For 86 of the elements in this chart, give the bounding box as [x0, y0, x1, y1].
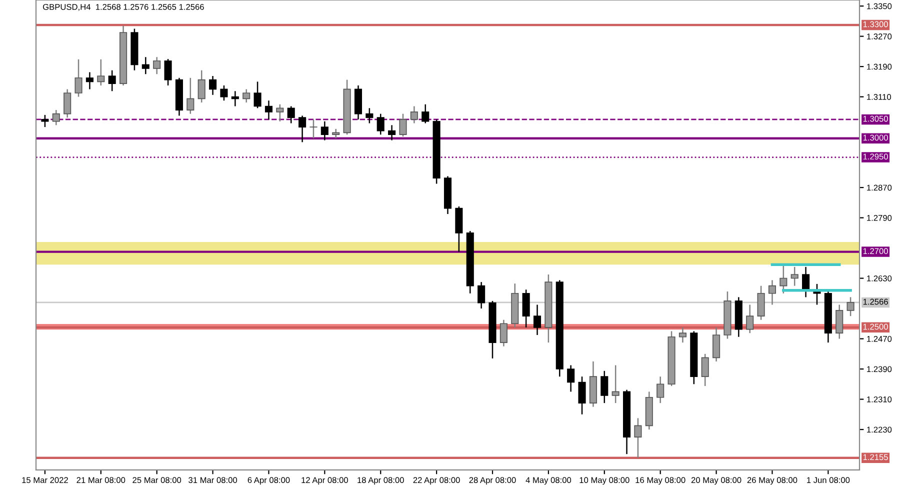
x-tick-label: 25 Mar 08:00	[132, 477, 182, 484]
candlestick	[108, 70, 116, 92]
ref-line-label: 1.2700	[863, 248, 888, 254]
candlestick	[802, 266, 810, 298]
x-tick-label: 20 May 08:00	[691, 477, 742, 485]
candlestick	[701, 353, 709, 387]
y-tick-label: 1.2630	[867, 275, 892, 282]
candlestick	[500, 319, 508, 347]
candlestick	[231, 90, 239, 107]
y-tick-label: 1.2310	[867, 396, 892, 402]
y-tick-label: 1.3270	[867, 33, 892, 40]
candlestick	[220, 84, 228, 102]
ref-line-label: 1.2566	[863, 298, 888, 305]
ref-line-label: 1.3000	[863, 134, 888, 141]
candlestick	[836, 304, 844, 340]
ref-line-label: 1.2155	[863, 454, 888, 460]
candlestick	[153, 56, 161, 75]
candlestick	[388, 124, 396, 141]
candlestick	[600, 370, 608, 404]
x-tick-label: 22 Apr 08:00	[413, 477, 460, 485]
candlestick	[746, 304, 754, 334]
candlestick	[656, 376, 664, 404]
x-tick-label: 12 Apr 08:00	[302, 477, 348, 485]
y-tick-label: 1.2470	[867, 336, 892, 342]
y-tick-label: 1.2390	[867, 366, 892, 372]
x-tick-label: 10 May 08:00	[580, 477, 630, 485]
candlestick	[533, 304, 542, 336]
ref-line-label: 1.3050	[863, 116, 888, 122]
candlestick	[399, 113, 407, 138]
candlestick	[332, 128, 340, 140]
candlestick	[97, 58, 105, 86]
y-tick-label: 1.2790	[867, 214, 892, 221]
candlestick	[768, 280, 776, 306]
candlestick	[52, 109, 60, 126]
candlestick	[422, 104, 430, 124]
candlestick	[366, 108, 374, 124]
candlestick	[522, 288, 530, 328]
x-tick-label: 18 Apr 08:00	[358, 477, 404, 485]
candlestick	[634, 418, 642, 458]
candlestick	[376, 113, 384, 136]
x-tick-label: 26 May 08:00	[747, 477, 798, 485]
x-tick-label: 16 May 08:00	[636, 477, 686, 485]
candlestick	[310, 118, 318, 140]
chart-title: GBPUSD,H4 1.2568 1.2576 1.2565 1.2566	[43, 4, 204, 11]
candlestick	[410, 106, 418, 124]
candlestick	[298, 115, 306, 143]
candlestick	[209, 75, 217, 96]
candlestick	[74, 58, 82, 98]
ref-line-label: 1.3300	[863, 21, 888, 28]
candlestick	[264, 100, 273, 120]
candlestick	[478, 281, 486, 310]
x-tick-label: 31 Mar 08:00	[188, 477, 238, 484]
candlestick	[164, 58, 172, 86]
y-tick-label: 1.3110	[867, 94, 891, 100]
candlestick	[320, 120, 328, 141]
candlestick	[254, 81, 262, 109]
candlestick	[287, 106, 295, 124]
candlestick	[567, 364, 575, 392]
candlestick	[41, 114, 49, 128]
candlestick	[712, 326, 720, 362]
candlestick	[612, 364, 620, 404]
candlestick	[780, 264, 788, 294]
ref-line-label: 1.2950	[863, 154, 888, 160]
x-tick-label: 28 Apr 08:00	[469, 477, 516, 485]
x-tick-label: 21 Mar 08:00	[76, 477, 126, 484]
candlestick	[198, 70, 206, 104]
candlestick	[64, 88, 72, 118]
candlestick	[757, 285, 765, 320]
ref-line-label: 1.2500	[863, 324, 888, 330]
candlestick	[846, 296, 854, 317]
y-tick-label: 1.2230	[867, 426, 892, 433]
candlestick	[142, 56, 150, 75]
candlestick	[790, 266, 798, 286]
candlestick	[678, 326, 686, 344]
candlestick	[186, 77, 194, 114]
candlestick	[276, 104, 284, 122]
x-tick-label: 1 Jun 08:00	[807, 477, 850, 484]
candlestick	[86, 72, 94, 90]
candlestick	[578, 376, 586, 415]
y-tick-label: 1.3190	[867, 64, 892, 70]
x-tick-label: 4 May 08:00	[526, 477, 572, 485]
y-tick-label: 1.3350	[867, 3, 892, 10]
candlestick	[242, 88, 250, 104]
x-tick-label: 6 Apr 08:00	[248, 477, 290, 485]
x-tick-label: 15 Mar 2022	[22, 477, 68, 484]
y-tick-label: 1.2870	[867, 184, 892, 191]
